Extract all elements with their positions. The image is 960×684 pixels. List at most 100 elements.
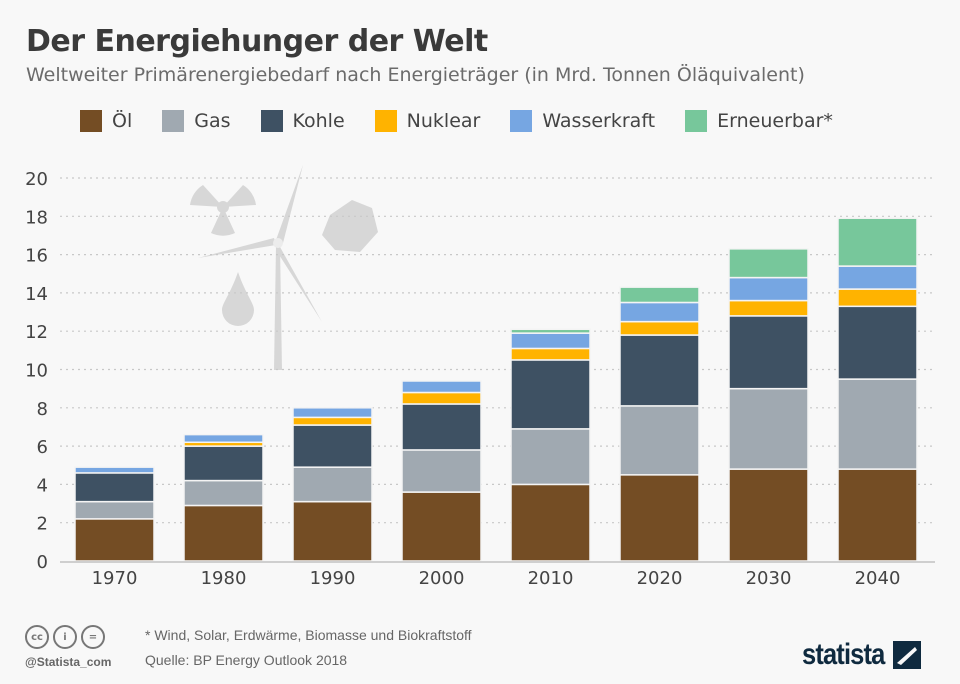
bar-segment [728, 248, 809, 279]
legend-label: Öl [112, 110, 133, 132]
chart-title: Der Energiehunger der Welt [26, 24, 488, 59]
y-tick-label: 4 [37, 475, 48, 496]
bar-segment [837, 468, 918, 562]
legend-item: Kohle [260, 110, 345, 132]
bar-segment [401, 391, 482, 405]
bar-segment [728, 276, 809, 302]
x-tick-label: 2000 [419, 568, 465, 589]
license-icons: cc i = [25, 625, 105, 649]
bars [74, 217, 918, 562]
bar-segment [728, 387, 809, 470]
bar-segment [510, 483, 591, 562]
y-tick-label: 2 [37, 514, 48, 535]
x-tick-label: 2010 [528, 568, 574, 589]
legend-item: Öl [80, 110, 132, 132]
chart-subtitle: Weltweiter Primärenergiebedarf nach Ener… [26, 64, 805, 86]
x-tick-label: 2030 [746, 568, 792, 589]
y-tick-label: 10 [25, 361, 48, 382]
bar-segment [74, 518, 155, 562]
bar-segment [510, 359, 591, 430]
bar-segment [401, 491, 482, 562]
bar-segment [510, 428, 591, 486]
bar-segment [401, 380, 482, 394]
legend-swatch [685, 110, 708, 132]
bar-segment [292, 500, 373, 562]
y-tick-label: 8 [37, 399, 48, 420]
bar-segment [619, 474, 700, 562]
y-tick-label: 12 [25, 322, 48, 343]
bar-segment [183, 504, 264, 562]
y-axis: 0 2 4 6 8 10 12 14 16 18 20 [25, 169, 48, 573]
legend-item: Erneuerbar* [685, 110, 833, 132]
legend-item: Nuklear [374, 110, 481, 132]
bar-segment [292, 466, 373, 503]
creative-commons-icon: cc [25, 625, 49, 649]
legend-swatch [374, 110, 397, 132]
bar-segment [401, 403, 482, 451]
bar-segment [510, 332, 591, 350]
legend-item: Wasserkraft [510, 110, 655, 132]
bar-segment [74, 472, 155, 503]
statista-logo[interactable]: statista [802, 638, 922, 672]
y-tick-label: 20 [25, 169, 48, 190]
bar-segment [728, 299, 809, 317]
legend-label: Wasserkraft [542, 110, 656, 132]
bar-segment [183, 445, 264, 482]
x-tick-label: 2020 [637, 568, 683, 589]
bar-segment [292, 407, 373, 419]
y-tick-label: 0 [37, 552, 48, 573]
legend-swatch [260, 110, 283, 132]
logo-wordmark: statista [802, 638, 885, 671]
legend-label: Erneuerbar* [717, 110, 833, 132]
bar-segment [619, 286, 700, 304]
bar-segment [401, 449, 482, 493]
y-tick-label: 14 [25, 284, 48, 305]
legend-label: Gas [194, 110, 231, 132]
bar-segment [619, 405, 700, 476]
bar-segment [837, 217, 918, 267]
bar-segment [728, 468, 809, 562]
background-energy-icons [190, 165, 378, 370]
footnote: * Wind, Solar, Erdwärme, Biomasse und Bi… [145, 627, 472, 643]
bar-segment [74, 500, 155, 520]
bar-segment [183, 433, 264, 444]
legend-swatch [510, 110, 533, 132]
coal-rock-icon [322, 200, 378, 252]
bar-segment [510, 328, 591, 334]
bar-segment [619, 320, 700, 336]
bar-segment [837, 265, 918, 290]
legend-swatch [80, 110, 102, 132]
bar-segment [619, 334, 700, 407]
y-tick-label: 18 [25, 207, 48, 228]
radiation-icon [190, 185, 256, 236]
x-tick-label: 2040 [855, 568, 901, 589]
oil-drop-icon [222, 272, 254, 326]
legend-swatch [162, 110, 185, 132]
wind-turbine-icon [198, 165, 322, 370]
x-tick-label: 1980 [201, 568, 247, 589]
bar-segment [837, 305, 918, 380]
twitter-handle: @Statista_com [25, 655, 112, 669]
bar-segment [837, 378, 918, 470]
attribution-icon: i [53, 625, 77, 649]
bar-segment [292, 424, 373, 468]
bar-segment [837, 288, 918, 308]
bar-segment [510, 347, 591, 361]
no-derivatives-icon: = [81, 625, 105, 649]
legend-label: Nuklear [406, 110, 481, 132]
bar-segment [74, 466, 155, 474]
source: Quelle: BP Energy Outlook 2018 [145, 652, 348, 668]
legend-item: Gas [162, 110, 231, 132]
y-tick-label: 6 [37, 437, 48, 458]
logo-mark-icon [893, 641, 922, 669]
y-tick-label: 16 [25, 246, 48, 267]
x-tick-label: 1970 [92, 568, 138, 589]
bar-segment [183, 479, 264, 507]
bar-segment [728, 315, 809, 390]
bar-segment [619, 301, 700, 323]
legend-label: Kohle [292, 110, 345, 132]
bar-segment [292, 416, 373, 426]
legend: Öl Gas Kohle Nuklear Wasserkraft Erneuerbar* [80, 110, 863, 132]
x-tick-label: 1990 [310, 568, 356, 589]
